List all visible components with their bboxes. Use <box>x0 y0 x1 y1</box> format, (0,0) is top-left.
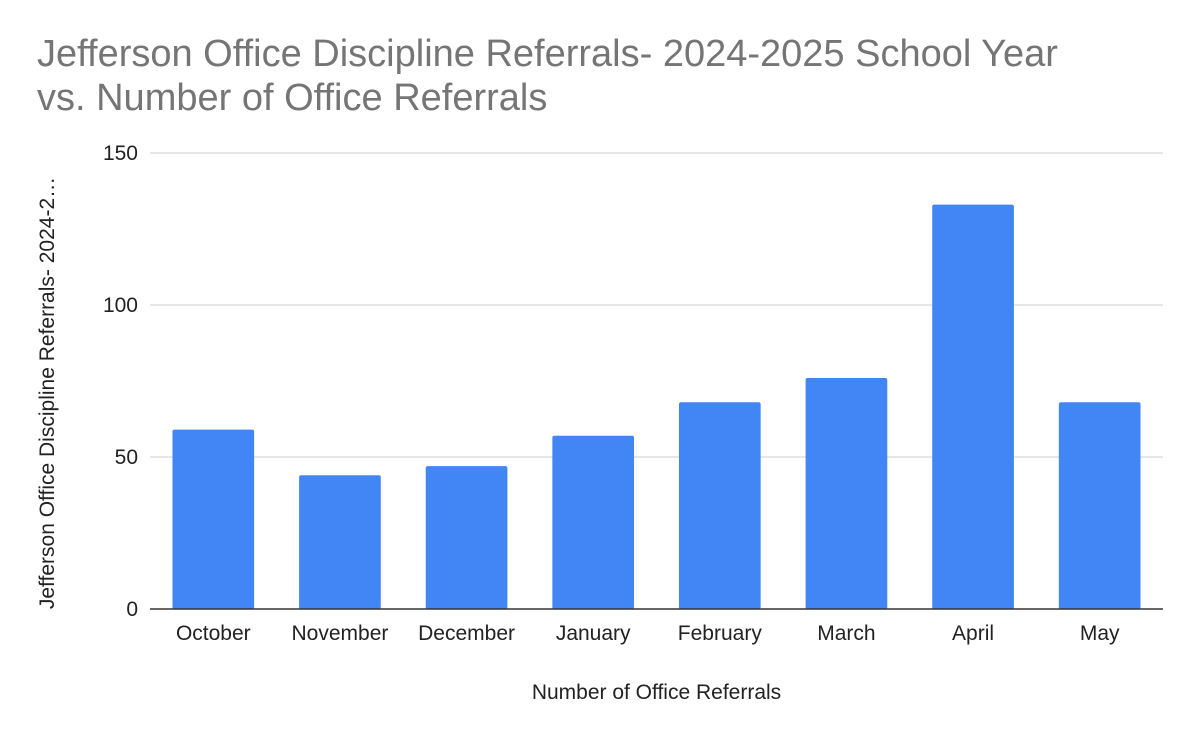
x-tick-label: November <box>292 622 389 645</box>
x-tick-label: May <box>1080 622 1120 645</box>
y-tick-label: 100 <box>103 294 138 317</box>
x-tick-label: December <box>418 622 515 645</box>
bar-may <box>1058 402 1141 609</box>
chart-title: Jefferson Office Discipline Referrals- 2… <box>37 33 1058 119</box>
x-axis-ticks: October November December January February Ma… <box>176 622 1120 645</box>
bars <box>172 204 1141 609</box>
y-axis-ticks: 0 50 100 150 <box>103 142 138 621</box>
x-tick-label: April <box>952 622 994 645</box>
bar-january <box>552 435 635 609</box>
y-tick-label: 0 <box>126 598 138 621</box>
bar-march <box>805 377 888 609</box>
x-tick-label: March <box>817 622 875 645</box>
bar-april <box>932 204 1014 609</box>
y-tick-label: 50 <box>115 446 138 469</box>
x-tick-label: February <box>678 622 763 645</box>
y-axis-title: Jefferson Office Discipline Referrals- 2… <box>36 177 59 609</box>
x-tick-label: October <box>176 622 251 645</box>
bar-october <box>172 429 255 609</box>
bar-november <box>299 475 381 609</box>
y-tick-label: 150 <box>103 142 138 165</box>
x-axis-title: Number of Office Referrals <box>532 681 781 704</box>
x-tick-label: January <box>556 622 631 645</box>
bar-december <box>425 466 508 609</box>
bar-february <box>678 402 761 609</box>
